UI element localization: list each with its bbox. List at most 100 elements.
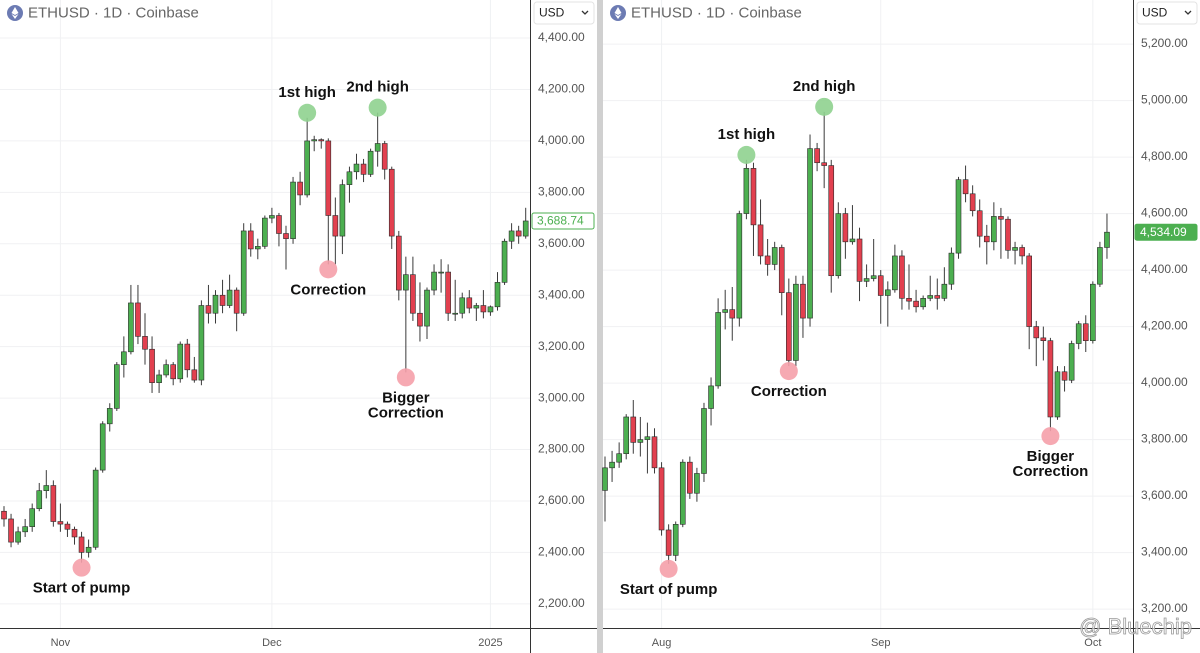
candle-body — [304, 140, 310, 196]
annotation-label: Start of pump — [620, 581, 718, 598]
candle-body — [276, 215, 282, 234]
candle-body — [983, 235, 990, 243]
candle-body — [991, 216, 997, 243]
candle-body — [701, 408, 707, 474]
candle-body — [353, 163, 360, 173]
annotation-label: 2nd high — [793, 78, 856, 95]
candle-body — [1097, 247, 1103, 285]
candle-body — [50, 485, 57, 522]
x-tick-label: Nov — [51, 637, 71, 649]
candle-body — [757, 224, 764, 257]
candle-body — [240, 230, 247, 314]
candle-body — [290, 181, 296, 239]
candle-body — [778, 247, 785, 293]
annotation-label: Correction — [1012, 463, 1088, 480]
annotation-label: Correction — [368, 404, 444, 421]
last-price-label: 3,688.74 — [537, 214, 584, 228]
currency-dropdown[interactable] — [533, 1, 595, 25]
candle-body — [106, 408, 113, 425]
candle-body — [1040, 337, 1047, 341]
candle-body — [736, 213, 743, 319]
candle-body — [149, 348, 155, 383]
candle-body — [665, 529, 672, 556]
candle-body — [948, 252, 955, 285]
candle-body — [941, 283, 948, 299]
candle-body — [283, 233, 289, 239]
candle-body — [177, 343, 184, 380]
currency-label: USD — [539, 6, 565, 20]
annotation-label: Bigger — [1027, 448, 1075, 465]
y-tick-label: 5,200.00 — [1141, 36, 1188, 50]
candle-body — [22, 526, 28, 533]
y-tick-label: 2,200.00 — [538, 596, 585, 610]
x-tick-label: Oct — [1084, 637, 1101, 649]
high-marker — [368, 98, 387, 117]
candle-body — [687, 461, 693, 494]
high-marker — [815, 97, 834, 116]
candle-body — [64, 523, 71, 530]
candle-body — [205, 305, 212, 314]
annotation-label: Correction — [290, 281, 366, 298]
y-tick-label: 5,000.00 — [1141, 93, 1188, 107]
candle-body — [445, 271, 451, 314]
candle-body — [1005, 218, 1011, 251]
candle-body — [771, 247, 778, 265]
candle-body — [906, 298, 912, 302]
low-marker — [319, 260, 338, 279]
candle-body — [764, 255, 771, 265]
candle-body — [311, 139, 318, 142]
candle-body — [1068, 343, 1075, 381]
candle-body — [750, 168, 757, 226]
candle-body — [78, 536, 85, 553]
annotation-label: 1st high — [718, 126, 776, 143]
candle-body — [786, 292, 792, 361]
candle-body — [877, 275, 884, 296]
candle-body — [170, 364, 176, 380]
candle-body — [29, 508, 36, 527]
candle-body — [184, 343, 191, 371]
candle-body — [374, 143, 381, 152]
candle-body — [1061, 371, 1068, 381]
x-tick-label: Dec — [262, 637, 282, 649]
candle-body — [969, 193, 976, 212]
candle-body — [114, 364, 120, 409]
candle-body — [1090, 283, 1096, 341]
candle-body — [515, 230, 522, 237]
candle-body — [381, 143, 388, 170]
low-marker — [396, 368, 415, 387]
candle-body — [1104, 231, 1110, 248]
candle-body — [346, 171, 353, 185]
candle-body — [424, 289, 430, 327]
candle-body — [494, 282, 501, 308]
candle-body — [71, 528, 78, 538]
candle-body — [191, 369, 198, 381]
candle-body — [367, 150, 374, 175]
candle-body — [1054, 371, 1061, 418]
y-tick-label: 4,400.00 — [538, 30, 585, 44]
candle-body — [522, 220, 529, 237]
currency-dropdown[interactable] — [1136, 1, 1198, 25]
currency-label: USD — [1142, 6, 1168, 20]
candle-body — [431, 271, 437, 291]
last-price-box — [531, 212, 595, 230]
y-tick-label: 3,400.00 — [1141, 545, 1188, 559]
low-marker — [72, 558, 91, 577]
last-price-label: 4,534.09 — [1140, 225, 1187, 239]
eth-glyph — [11, 7, 19, 19]
dropdown-chevron — [581, 10, 589, 15]
y-tick-label: 3,600.00 — [538, 236, 585, 250]
candle-body — [360, 163, 367, 175]
candle-body — [884, 289, 891, 296]
candle-body — [198, 305, 205, 381]
y-tick-label: 2,600.00 — [538, 493, 585, 507]
candle-body — [262, 217, 268, 247]
x-tick-label: 2025 — [478, 637, 502, 649]
candle-body — [395, 235, 402, 291]
x-tick-label: Aug — [652, 637, 672, 649]
candle-body — [121, 351, 127, 365]
candle-body — [672, 524, 679, 556]
candle-body — [466, 297, 473, 309]
y-tick-label: 4,200.00 — [538, 82, 585, 96]
